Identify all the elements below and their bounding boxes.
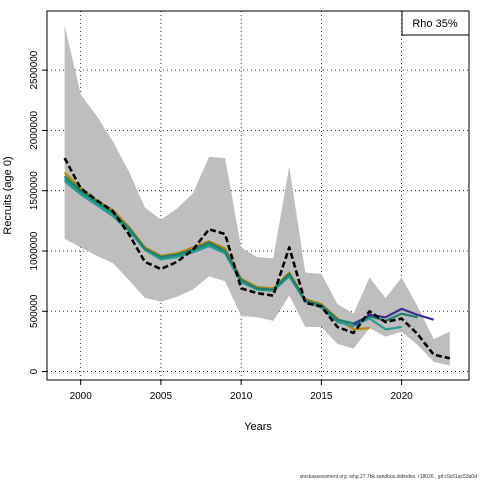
x-axis-title: Years: [244, 421, 272, 433]
series-layer: [63, 157, 451, 360]
x-tick-label: 2020: [390, 391, 413, 402]
y-tick-label: 1000000: [29, 231, 40, 270]
y-tick-label: 2500000: [29, 50, 40, 89]
y-axis: 0 500000 1000000 1500000 2000000 2500000: [29, 50, 47, 374]
y-tick-label: 0: [29, 368, 40, 374]
series-line-3: [63, 180, 402, 331]
y-tick-label: 500000: [29, 294, 40, 328]
confidence-band: [64, 25, 450, 366]
y-tick-label: 2000000: [29, 110, 40, 149]
x-tick-label: 2000: [70, 391, 93, 402]
legend: Rho 35%: [401, 10, 470, 36]
x-tick-label: 2005: [150, 391, 173, 402]
footer-text: stockassessment.org, whg.27.7bk.sandbox.…: [300, 474, 478, 480]
y-tick-label: 1500000: [29, 171, 40, 210]
x-tick-label: 2015: [310, 391, 333, 402]
x-tick-label: 2010: [230, 391, 253, 402]
x-axis: 2000 2005 2010 2015 2020: [70, 380, 413, 402]
y-axis-title: Recruits (age 0): [2, 156, 14, 234]
series-line-5: [352, 307, 435, 326]
legend-text: Rho 35%: [412, 18, 457, 30]
plot-frame: [46, 10, 470, 381]
confidence-band-layer: [64, 25, 450, 366]
legend-box: [401, 10, 470, 36]
series-line-6: [63, 157, 451, 360]
